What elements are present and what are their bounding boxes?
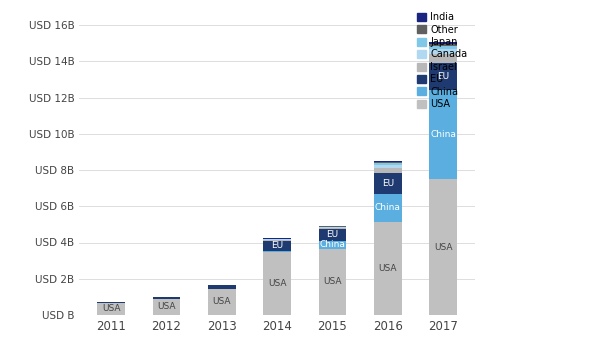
Text: USA: USA xyxy=(434,243,452,252)
Bar xyxy=(374,173,402,194)
Text: USA: USA xyxy=(379,264,397,273)
Bar xyxy=(429,179,457,315)
Bar xyxy=(208,289,236,315)
Bar xyxy=(263,239,291,240)
Bar xyxy=(429,90,457,179)
Bar xyxy=(208,285,236,289)
Bar xyxy=(263,238,291,239)
Text: China: China xyxy=(375,203,401,212)
Bar xyxy=(319,228,347,229)
Bar xyxy=(319,229,347,241)
Bar xyxy=(429,54,457,63)
Bar xyxy=(374,161,402,162)
Bar xyxy=(97,302,125,303)
Text: EU: EU xyxy=(271,241,283,250)
Bar xyxy=(374,194,402,222)
Text: EU: EU xyxy=(437,72,449,81)
Bar xyxy=(429,46,457,49)
Bar xyxy=(374,168,402,173)
Text: EU: EU xyxy=(382,178,394,188)
Bar xyxy=(152,297,180,299)
Bar xyxy=(319,226,347,227)
Bar xyxy=(319,249,347,315)
Bar xyxy=(429,44,457,46)
Bar xyxy=(429,49,457,54)
Bar xyxy=(374,165,402,168)
Bar xyxy=(319,241,347,249)
Text: USA: USA xyxy=(102,304,120,313)
Text: USA: USA xyxy=(213,298,231,306)
Text: EU: EU xyxy=(326,230,339,239)
Text: USA: USA xyxy=(323,278,342,286)
Bar xyxy=(263,241,291,251)
Legend: India, Other, Japan, Canada, Israel, EU, China, USA: India, Other, Japan, Canada, Israel, EU,… xyxy=(415,9,470,112)
Bar xyxy=(319,227,347,228)
Text: USA: USA xyxy=(268,279,286,288)
Text: China: China xyxy=(430,130,456,139)
Bar xyxy=(374,162,402,163)
Bar xyxy=(374,222,402,315)
Bar xyxy=(429,42,457,44)
Text: USA: USA xyxy=(157,302,175,312)
Bar xyxy=(374,163,402,165)
Bar xyxy=(263,252,291,315)
Bar xyxy=(263,240,291,241)
Text: China: China xyxy=(320,240,345,249)
Bar xyxy=(152,299,180,315)
Bar xyxy=(263,251,291,252)
Bar xyxy=(97,303,125,315)
Bar xyxy=(429,63,457,90)
